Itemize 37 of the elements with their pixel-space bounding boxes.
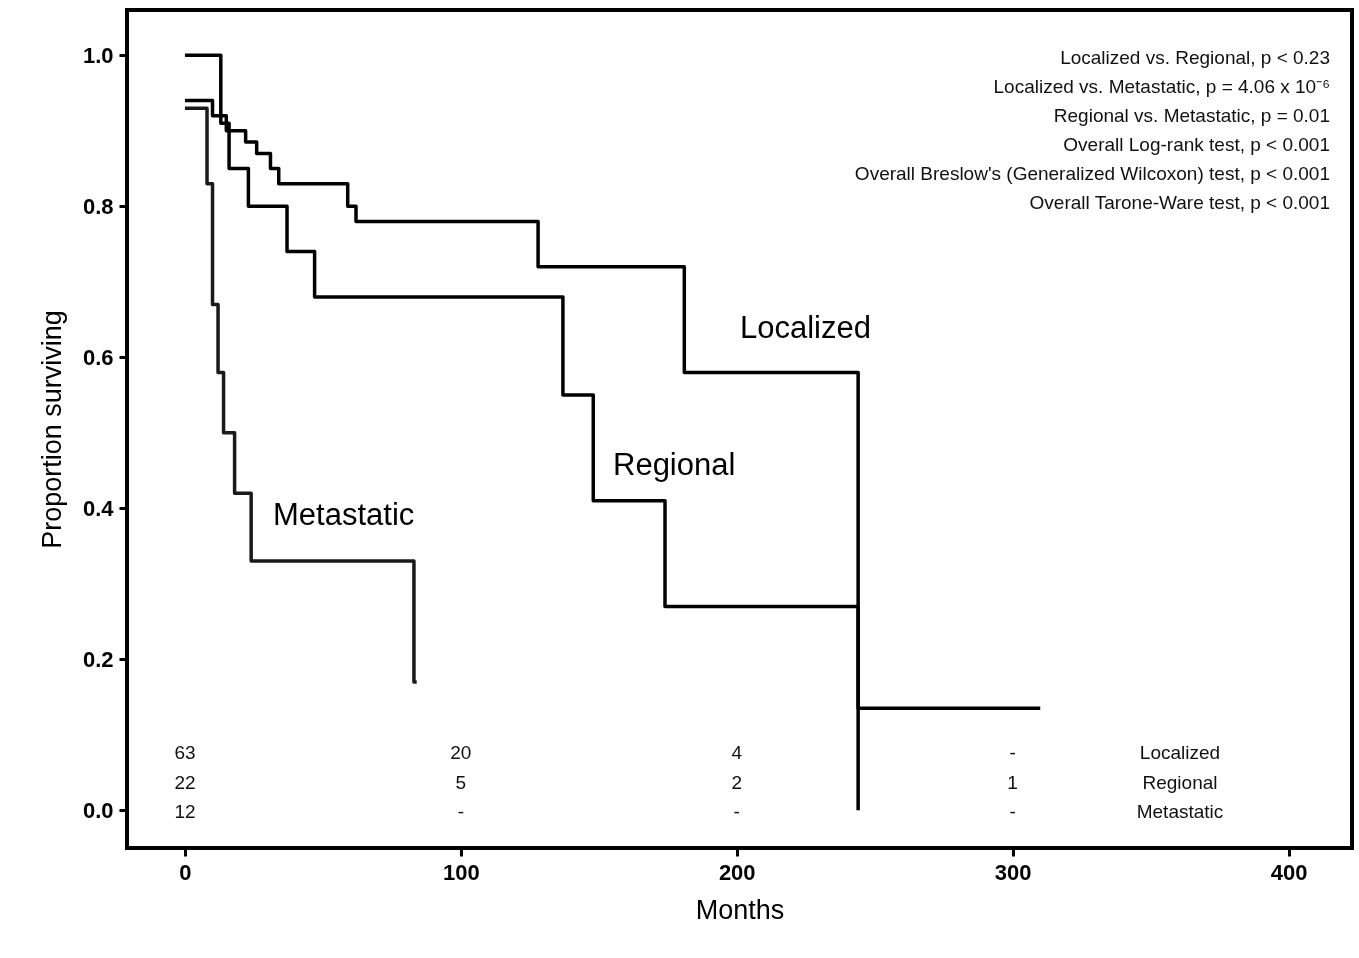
- x-tick-label: 400: [1270, 859, 1308, 885]
- annotation: 1: [1007, 771, 1018, 793]
- y-tick-label: 1.0: [82, 42, 114, 68]
- x-tick-label: 300: [994, 859, 1032, 885]
- text: Metastatic: [1136, 801, 1224, 822]
- annotation: 22: [174, 771, 196, 793]
- y-tick-label: 0.6: [82, 344, 114, 370]
- x-tick-label: 0: [179, 859, 192, 885]
- annotation: Overall Tarone-Ware test, p < 0.001: [1029, 192, 1330, 213]
- y-tick-label: 0.4: [82, 495, 115, 521]
- x-tick-label: 100: [442, 859, 480, 885]
- annotation: 2: [731, 771, 743, 793]
- annotation: Localized vs. Regional, p < 0.23: [1060, 47, 1330, 68]
- text: Regional: [1142, 771, 1218, 793]
- y-axis-title: Proportion surviving: [36, 310, 67, 549]
- x-tick-label: 200: [718, 859, 756, 885]
- annotation: 12: [174, 801, 196, 822]
- annotation: -: [1009, 801, 1016, 822]
- annotation: 4: [731, 742, 743, 763]
- annotation: 5: [455, 771, 467, 793]
- annotation: -: [1009, 742, 1016, 763]
- annotation: Overall Log-rank test, p < 0.001: [1063, 134, 1330, 155]
- annotation: 63: [174, 742, 196, 763]
- series-label: Regional: [613, 447, 736, 482]
- y-tick-label: 0.0: [82, 797, 114, 823]
- series-label: Localized: [740, 310, 871, 345]
- y-tick-label: 0.2: [82, 646, 114, 672]
- y-tick-label: 0.8: [82, 193, 114, 219]
- x-axis-title: Months: [695, 894, 785, 925]
- annotation: 20: [450, 742, 472, 763]
- annotation: -: [457, 801, 464, 822]
- annotation: Localized vs. Metastatic, p = 4.06 x 10⁻⁶: [993, 76, 1330, 97]
- annotation: Regional vs. Metastatic, p = 0.01: [1053, 105, 1330, 126]
- annotation: -: [733, 801, 740, 822]
- text: Localized: [1139, 742, 1221, 763]
- annotation: Overall Breslow's (Generalized Wilcoxon) test, p < 0.001: [854, 163, 1330, 184]
- series-label: Metastatic: [273, 497, 415, 532]
